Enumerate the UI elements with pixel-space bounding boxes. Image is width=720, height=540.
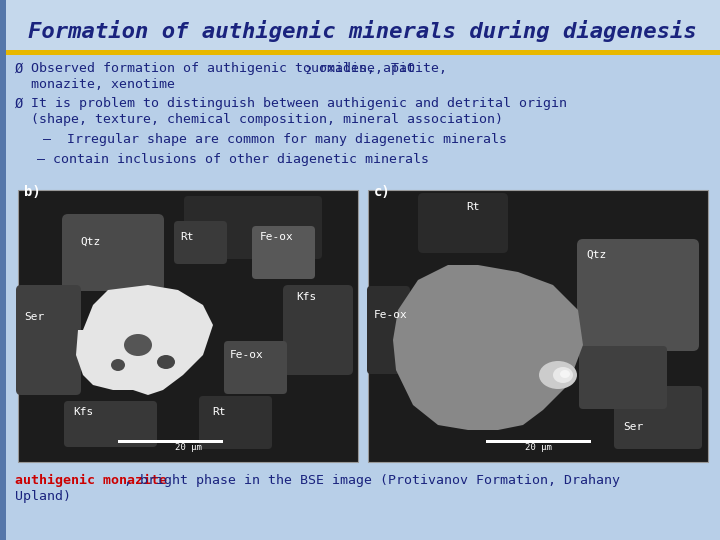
Text: Ø: Ø — [15, 97, 23, 111]
Bar — [0, 0, 6, 540]
Text: Rt: Rt — [180, 232, 194, 242]
Text: Qtz: Qtz — [586, 250, 606, 260]
Text: Qtz: Qtz — [80, 237, 100, 247]
Ellipse shape — [553, 367, 573, 383]
Text: 20 μm: 20 μm — [174, 443, 202, 453]
Bar — [18, 190, 358, 462]
FancyBboxPatch shape — [252, 226, 315, 279]
FancyBboxPatch shape — [224, 341, 287, 394]
Text: oxides, apatite,: oxides, apatite, — [310, 62, 446, 75]
Text: Ø: Ø — [15, 62, 23, 76]
FancyBboxPatch shape — [199, 396, 272, 449]
Text: 20 μm: 20 μm — [525, 443, 552, 453]
Text: –  Irregular shape are common for many diagenetic minerals: – Irregular shape are common for many di… — [43, 133, 507, 146]
Ellipse shape — [124, 334, 152, 356]
FancyBboxPatch shape — [418, 193, 508, 253]
Text: Kfs: Kfs — [296, 292, 316, 302]
Text: Fe-ox: Fe-ox — [230, 350, 264, 360]
Text: Kfs: Kfs — [73, 407, 94, 417]
Polygon shape — [393, 265, 583, 430]
FancyBboxPatch shape — [614, 386, 702, 449]
Text: Ser: Ser — [24, 312, 44, 322]
FancyBboxPatch shape — [367, 286, 410, 374]
Text: 2: 2 — [305, 66, 312, 76]
FancyBboxPatch shape — [62, 214, 164, 291]
Text: It is problem to distinguish between authigenic and detrital origin: It is problem to distinguish between aut… — [31, 97, 567, 110]
FancyBboxPatch shape — [64, 401, 157, 447]
Text: Ser: Ser — [623, 422, 643, 432]
Bar — [118, 440, 223, 443]
FancyBboxPatch shape — [184, 196, 322, 259]
Bar — [0, 0, 720, 50]
Text: authigenic monazite: authigenic monazite — [15, 474, 167, 487]
Bar — [486, 440, 591, 443]
Text: Rt: Rt — [212, 407, 225, 417]
Text: c): c) — [374, 185, 391, 199]
Ellipse shape — [157, 355, 175, 369]
Text: , bright phase in the BSE image (Protivanov Formation, Drahany: , bright phase in the BSE image (Protiva… — [124, 474, 620, 487]
Text: (shape, texture, chemical composition, mineral association): (shape, texture, chemical composition, m… — [31, 113, 503, 126]
Text: Upland): Upland) — [15, 490, 71, 503]
Ellipse shape — [111, 359, 125, 371]
FancyBboxPatch shape — [579, 346, 667, 409]
Text: Fe-ox: Fe-ox — [374, 310, 408, 320]
Text: Fe-ox: Fe-ox — [260, 232, 294, 242]
Text: Formation of authigenic minerals during diagenesis: Formation of authigenic minerals during … — [28, 20, 697, 42]
Text: b): b) — [24, 185, 41, 199]
Text: – contain inclusions of other diagenetic minerals: – contain inclusions of other diagenetic… — [37, 153, 429, 166]
FancyBboxPatch shape — [577, 239, 699, 351]
Ellipse shape — [560, 370, 570, 378]
Text: Rt: Rt — [466, 202, 480, 212]
FancyBboxPatch shape — [283, 285, 353, 375]
FancyBboxPatch shape — [16, 285, 81, 395]
Text: Observed formation of authigenic tourmaline, TiO: Observed formation of authigenic tourmal… — [31, 62, 415, 75]
FancyBboxPatch shape — [174, 221, 227, 264]
Polygon shape — [76, 285, 213, 395]
Bar — [368, 190, 708, 462]
Text: monazite, xenotime: monazite, xenotime — [31, 78, 175, 91]
Ellipse shape — [539, 361, 577, 389]
Bar — [0, 50, 720, 55]
